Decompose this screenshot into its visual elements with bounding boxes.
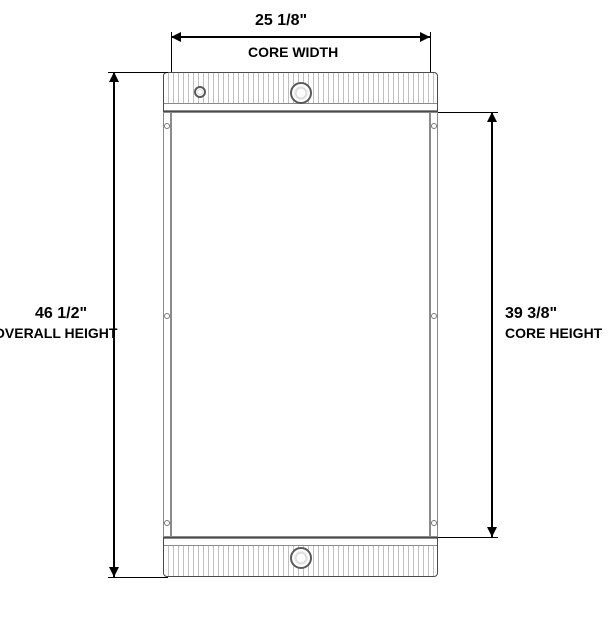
core-height-value: 39 3/8" [505,305,557,323]
bottom-tank [163,537,438,577]
top-tank [163,72,438,112]
left-side-rail [163,112,171,537]
overall-height-value: 46 1/2" [35,305,87,323]
arrow-up-icon [487,112,497,122]
bolt [164,520,170,526]
core-height-dimline [491,112,493,537]
arrow-up-icon [109,72,119,82]
core-width-label: CORE WIDTH [248,44,338,60]
radiator-diagram [163,72,438,577]
bolt [164,313,170,319]
core-width-value: 25 1/8" [255,12,307,30]
overall-height-label: OVERALL HEIGHT [0,325,117,341]
top-small-port [194,86,206,98]
core-width-dimline [171,36,430,38]
ext-line [430,32,431,72]
ext-line [438,537,498,538]
right-side-rail [430,112,438,537]
ext-line [108,577,168,578]
core-height-label: CORE HEIGHT [505,325,602,341]
bottom-drain-port [290,547,312,569]
top-tank-flange [164,103,437,111]
bolt [431,123,437,129]
arrow-left-icon [171,32,181,42]
arrow-right-icon [420,32,430,42]
arrow-down-icon [487,527,497,537]
bolt [431,520,437,526]
bottom-tank-flange [164,538,437,546]
top-fill-port [290,82,312,104]
bolt [164,123,170,129]
bolt [431,313,437,319]
radiator-core [171,112,430,537]
arrow-down-icon [109,567,119,577]
